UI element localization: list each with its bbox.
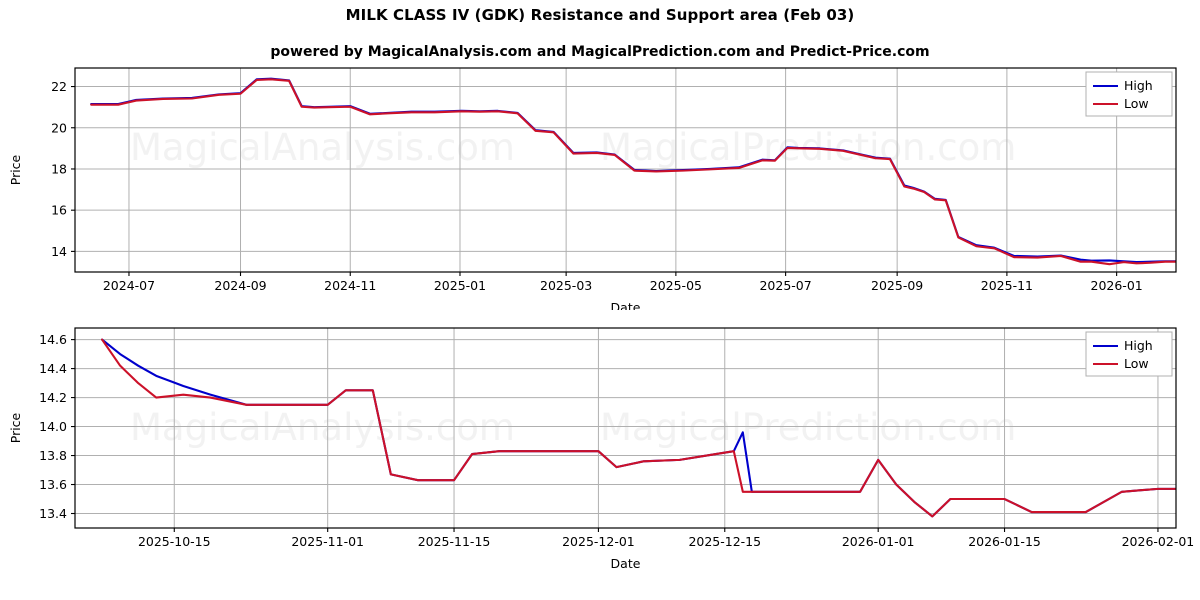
x-tick-label: 2026-02-01: [1122, 534, 1195, 549]
y-tick-label: 18: [51, 161, 67, 176]
chart-legend[interactable]: High Low: [1085, 331, 1173, 377]
y-axis-label: Price: [8, 412, 23, 443]
x-tick-label: 2026-01-15: [968, 534, 1041, 549]
plot-frame: [74, 67, 1177, 273]
x-tick-label: 2026-01: [1091, 278, 1143, 293]
y-tick-label: 20: [51, 120, 67, 135]
x-tick-label: 2026-01-01: [842, 534, 915, 549]
x-tick-label: 2025-09: [871, 278, 923, 293]
plot-frame: [74, 327, 1177, 529]
y-tick-label: 16: [51, 203, 67, 218]
legend-label-low: Low: [1124, 96, 1149, 111]
x-axis-label: Date: [611, 300, 641, 310]
y-tick-label: 14.0: [39, 419, 67, 434]
detail-chart: MagicalAnalysis.com MagicalPrediction.com…: [8, 327, 1195, 571]
watermark-text: MagicalPrediction.com: [600, 406, 1016, 449]
y-tick-label: 14.4: [39, 361, 67, 376]
chart-legend[interactable]: High Low: [1085, 71, 1173, 117]
plot-area: [75, 68, 1176, 272]
legend-label-high: High: [1124, 338, 1153, 353]
series-line-low: [90, 78, 1176, 266]
series-line-low: [101, 338, 1176, 518]
x-tick-label: 2025-07: [759, 278, 811, 293]
x-tick-label: 2025-11-01: [291, 534, 364, 549]
y-axis-label: Price: [8, 154, 23, 185]
y-tick-label: 14.6: [39, 332, 67, 347]
x-tick-label: 2025-03: [540, 278, 592, 293]
x-tick-label: 2024-11: [324, 278, 376, 293]
y-tick-label: 22: [51, 79, 67, 94]
x-axis-label: Date: [611, 556, 641, 571]
y-tick-label: 13.6: [39, 477, 67, 492]
legend-label-low: Low: [1124, 356, 1149, 371]
plot-area: [75, 328, 1176, 528]
x-tick-label: 2024-09: [214, 278, 266, 293]
x-tick-label: 2025-12-01: [562, 534, 635, 549]
legend-background: [1085, 331, 1173, 377]
y-tick-label: 13.4: [39, 506, 67, 521]
page-subtitle: powered by MagicalAnalysis.com and Magic…: [270, 44, 930, 60]
y-tick-label: 14: [51, 244, 67, 259]
x-tick-label: 2025-10-15: [138, 534, 211, 549]
watermark-text: MagicalAnalysis.com: [130, 406, 515, 449]
watermark-text: MagicalAnalysis.com: [130, 126, 515, 169]
x-tick-label: 2024-07: [103, 278, 155, 293]
watermark-group: MagicalAnalysis.com MagicalPrediction.com: [130, 406, 1016, 449]
watermark-group: MagicalAnalysis.com MagicalPrediction.com: [130, 126, 1016, 169]
legend-background: [1085, 71, 1173, 117]
x-tick-label: 2025-11: [981, 278, 1033, 293]
overview-chart: MagicalAnalysis.com MagicalPrediction.com…: [8, 67, 1177, 310]
page-title: MILK CLASS IV (GDK) Resistance and Suppo…: [345, 6, 855, 24]
x-tick-label: 2025-01: [434, 278, 486, 293]
legend-label-high: High: [1124, 78, 1153, 93]
x-tick-label: 2025-11-15: [418, 534, 491, 549]
x-tick-label: 2025-12-15: [688, 534, 761, 549]
x-tick-label: 2025-05: [650, 278, 702, 293]
y-tick-label: 13.8: [39, 448, 67, 463]
y-tick-label: 14.2: [39, 390, 67, 405]
